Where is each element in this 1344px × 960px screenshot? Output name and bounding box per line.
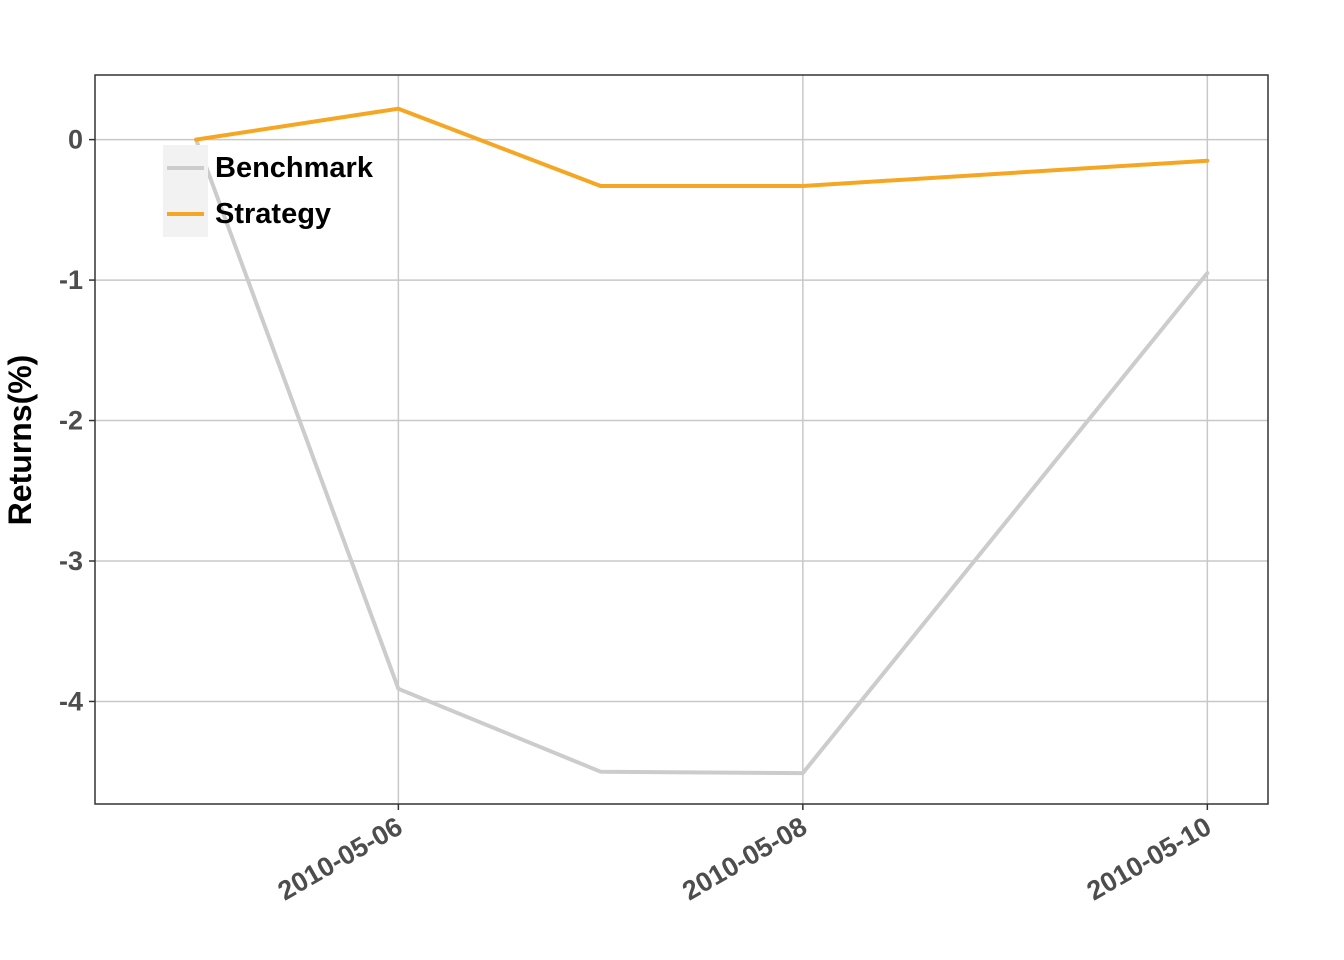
y-axis-title: Returns(%): [2, 355, 38, 526]
y-tick-label-1: -1: [59, 265, 83, 295]
legend-label-benchmark: Benchmark: [215, 152, 374, 184]
series-line-benchmark: [194, 137, 1210, 776]
plot-border: [94, 74, 1269, 805]
grid-lines: [95, 75, 1268, 804]
series-layer: [194, 106, 1210, 776]
y-tick-label-0: 0: [68, 125, 83, 155]
axis-ticks: [89, 138, 1209, 810]
y-tick-labels: 0 -1 -2 -3 -4: [59, 125, 83, 717]
y-tick-label-3: -3: [59, 546, 83, 576]
legend: Benchmark Strategy: [163, 145, 374, 237]
series-line-strategy: [194, 106, 1210, 188]
y-tick-label-4: -4: [59, 686, 83, 716]
legend-label-strategy: Strategy: [215, 198, 331, 230]
y-tick-label-2: -2: [59, 406, 83, 436]
